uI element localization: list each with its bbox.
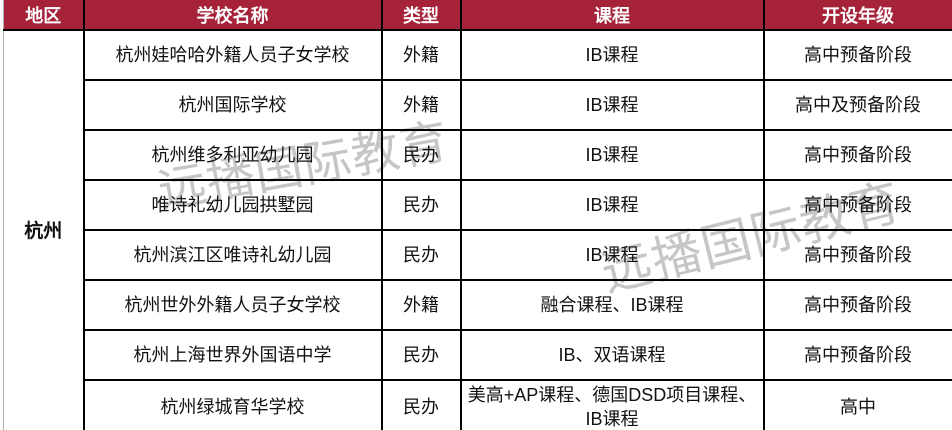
curriculum-cell: IB课程 [459, 129, 765, 181]
grades-cell: 高中预备阶段 [762, 329, 952, 381]
grades-cell: 高中及预备阶段 [762, 79, 952, 131]
column-header-curriculum: 课程 [459, 0, 765, 31]
school-name-cell: 杭州维多利亚幼儿园 [82, 129, 383, 181]
table-row: 杭州维多利亚幼儿园 民办 IB课程 高中预备阶段 [4, 129, 952, 181]
school-name-cell: 杭州世外外籍人员子女学校 [82, 279, 383, 331]
school-type-cell: 外籍 [380, 79, 462, 131]
curriculum-cell: 融合课程、IB课程 [459, 279, 765, 331]
grades-cell: 高中预备阶段 [762, 229, 952, 281]
school-type-cell: 民办 [380, 179, 462, 231]
curriculum-cell: IB课程 [459, 29, 765, 81]
grades-cell: 高中预备阶段 [762, 129, 952, 181]
curriculum-cell: IB课程 [459, 229, 765, 281]
curriculum-cell: 美高+AP课程、德国DSD项目课程、IB课程 [459, 379, 765, 430]
header-row: 地区 学校名称 类型 课程 开设年级 [3, 0, 952, 31]
grades-cell: 高中预备阶段 [762, 279, 952, 331]
table-row: 杭州滨江区唯诗礼幼儿园 民办 IB课程 高中预备阶段 [4, 229, 952, 281]
curriculum-cell: IB课程 [459, 79, 765, 131]
school-type-cell: 民办 [380, 129, 462, 181]
grades-cell: 高中 [762, 379, 952, 430]
school-type-cell: 外籍 [380, 279, 462, 331]
curriculum-cell: IB课程 [459, 179, 765, 231]
grades-cell: 高中预备阶段 [762, 29, 952, 81]
school-name-cell: 杭州滨江区唯诗礼幼儿园 [82, 229, 383, 281]
table-row: 杭州上海世界外国语中学 民办 IB、双语课程 高中预备阶段 [4, 329, 952, 381]
curriculum-cell: IB、双语课程 [459, 329, 765, 381]
school-name-cell: 杭州绿城育华学校 [82, 379, 383, 430]
column-header-school: 学校名称 [82, 0, 383, 31]
schools-table: 地区 学校名称 类型 课程 开设年级 杭州 杭州娃哈哈外籍人员子女学校 外籍 I… [3, 0, 952, 430]
column-header-type: 类型 [380, 0, 462, 31]
table-row: 杭州世外外籍人员子女学校 外籍 融合课程、IB课程 高中预备阶段 [4, 279, 952, 331]
school-name-cell: 唯诗礼幼儿园拱墅园 [82, 179, 383, 231]
school-type-cell: 民办 [380, 329, 462, 381]
region-cell: 杭州 [3, 29, 85, 430]
school-type-cell: 民办 [380, 379, 462, 430]
table-row: 唯诗礼幼儿园拱墅园 民办 IB课程 高中预备阶段 [4, 179, 952, 231]
column-header-region: 地区 [3, 0, 85, 31]
table-row: 杭州 杭州娃哈哈外籍人员子女学校 外籍 IB课程 高中预备阶段 [3, 29, 952, 430]
school-name-cell: 杭州国际学校 [82, 79, 383, 131]
table-row: 杭州国际学校 外籍 IB课程 高中及预备阶段 [4, 79, 952, 131]
school-type-cell: 外籍 [380, 29, 462, 81]
school-name-cell: 杭州娃哈哈外籍人员子女学校 [82, 29, 383, 81]
table-row: 杭州绿城育华学校 民办 美高+AP课程、德国DSD项目课程、IB课程 高中 [4, 379, 952, 430]
school-type-cell: 民办 [380, 229, 462, 281]
column-header-grades: 开设年级 [762, 0, 952, 31]
grades-cell: 高中预备阶段 [762, 179, 952, 231]
school-name-cell: 杭州上海世界外国语中学 [82, 329, 383, 381]
